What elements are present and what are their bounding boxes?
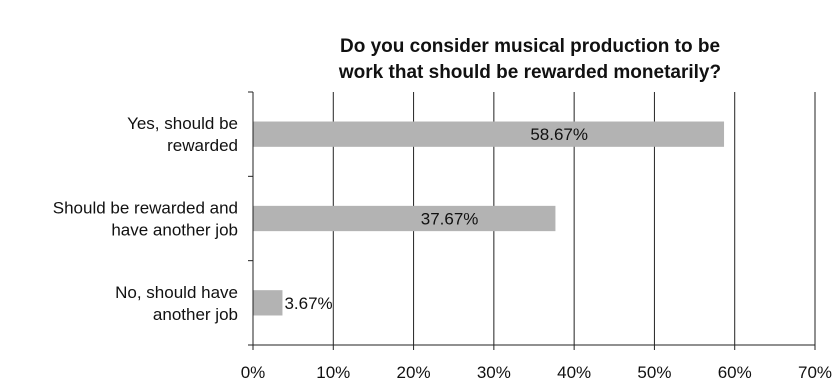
x-tick-labels: 0% 10% 20% 30% 40% 50% 60% 70% [241, 363, 832, 382]
x-tick-label: 70% [798, 363, 832, 382]
data-label: 37.67% [421, 210, 479, 229]
data-labels: 58.67% 37.67% 3.67% [284, 125, 588, 313]
chart-title-line-2: work that should be rewarded monetarily? [338, 62, 721, 83]
x-tick-label: 10% [316, 363, 350, 382]
x-tick-label: 50% [637, 363, 671, 382]
category-label: Should be rewarded and [53, 199, 238, 218]
x-tick-label: 30% [477, 363, 511, 382]
x-tick-label: 20% [397, 363, 431, 382]
x-tick-label: 60% [718, 363, 752, 382]
bar [253, 290, 283, 316]
x-tick-label: 0% [241, 363, 266, 382]
chart-title: Do you consider musical production to be… [338, 36, 721, 83]
bar [253, 121, 725, 147]
axes [248, 91, 816, 350]
bars [253, 121, 725, 316]
x-tick-label: 40% [557, 363, 591, 382]
chart-title-line-1: Do you consider musical production to be [340, 36, 720, 57]
data-label: 58.67% [530, 125, 588, 144]
category-label: Yes, should be [127, 114, 238, 133]
category-label: rewarded [167, 136, 238, 155]
category-label: No, should have [115, 283, 238, 302]
data-label: 3.67% [284, 294, 332, 313]
category-label: have another job [111, 221, 238, 240]
category-label: another job [153, 305, 238, 324]
bar [253, 205, 556, 232]
category-labels: Yes, should be rewarded Should be rewarded… [53, 114, 238, 324]
